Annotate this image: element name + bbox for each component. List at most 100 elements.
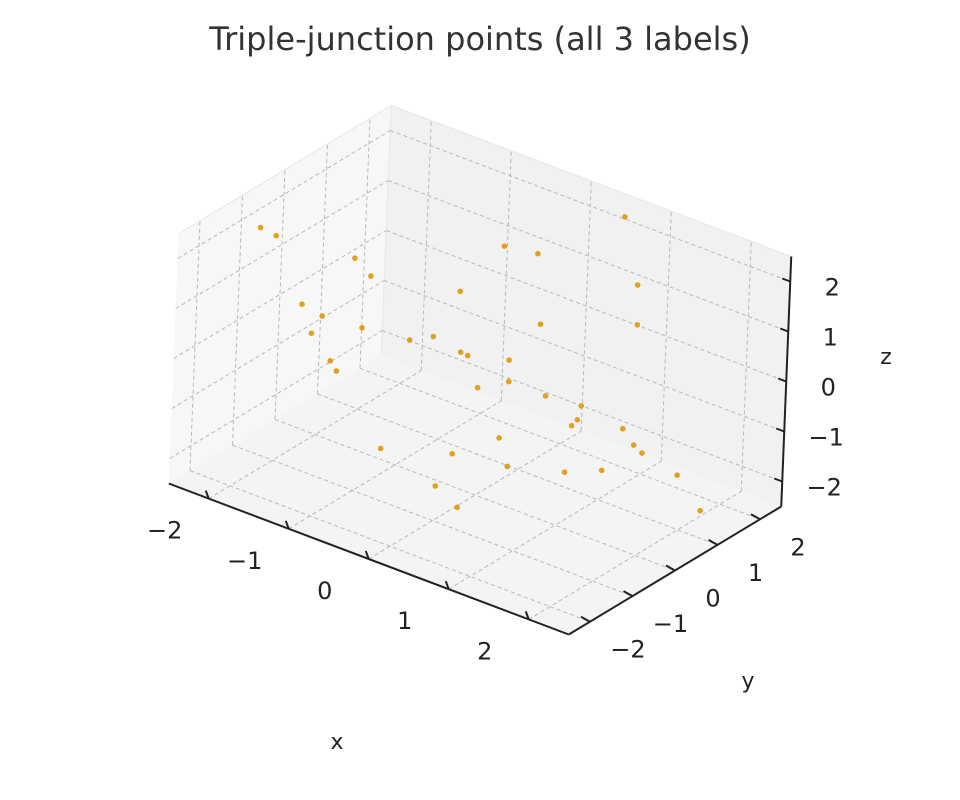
y-tick-label: −2 — [610, 636, 645, 664]
z-tick-label: −2 — [807, 474, 842, 502]
grid-line-z-left — [173, 230, 387, 359]
x-tick-mark — [364, 550, 370, 560]
data-point — [449, 451, 456, 457]
data-point — [620, 425, 626, 432]
y-tick-label: −1 — [653, 610, 688, 638]
grid-line-z-left — [177, 130, 391, 259]
y-tick-mark — [665, 564, 676, 572]
data-point — [327, 358, 334, 364]
data-point — [634, 322, 641, 328]
y-tick-label: 1 — [748, 559, 763, 587]
data-point — [333, 368, 340, 374]
grid-line-y-floor — [232, 444, 633, 597]
z-axis-label: z — [880, 345, 892, 370]
data-point — [634, 282, 641, 288]
grid-line-x-floor — [528, 490, 742, 620]
y-tick-label: 0 — [705, 585, 720, 613]
y-tick-mark — [580, 615, 591, 623]
data-point — [359, 325, 365, 331]
grid-line-y-floor — [317, 393, 718, 546]
data-point — [464, 352, 471, 359]
data-point — [506, 378, 512, 385]
z-tick-mark — [781, 277, 791, 283]
data-point — [319, 313, 326, 319]
data-point — [474, 384, 481, 391]
x-axis-label: x — [330, 730, 343, 755]
data-point — [406, 337, 413, 343]
data-point — [457, 288, 464, 295]
data-point — [454, 504, 460, 511]
grid-line-z-left — [171, 280, 385, 409]
grid-line-y-floor — [189, 470, 591, 623]
x-tick-label: 1 — [397, 607, 412, 635]
data-point — [561, 469, 568, 476]
grid-line-z-back — [390, 130, 791, 282]
pane-edge — [178, 105, 392, 234]
y-axis-label: y — [741, 669, 754, 694]
z-tick-mark — [773, 477, 783, 483]
pane-yz — [168, 105, 392, 484]
grid-line-x-floor — [368, 430, 582, 560]
grid-line-z-back — [388, 180, 789, 332]
grid-line-z-back — [384, 280, 785, 432]
grid-line-x-floor — [448, 460, 662, 590]
data-point — [377, 445, 384, 452]
data-point — [273, 232, 280, 239]
x-tick-mark — [524, 611, 530, 620]
grid-line-x-floor — [288, 400, 502, 530]
data-point — [542, 393, 549, 399]
data-point — [674, 472, 680, 479]
grid-line-z-back — [386, 230, 787, 382]
data-point — [496, 435, 502, 441]
data-point — [630, 442, 637, 448]
x-tick-label: −1 — [227, 547, 262, 575]
grid-line-y-floor — [274, 419, 676, 571]
z-tick-label: 1 — [823, 324, 838, 352]
data-point — [430, 333, 437, 340]
data-point — [299, 301, 305, 308]
data-point — [574, 417, 581, 423]
data-point — [697, 507, 703, 514]
chart-title: Triple-junction points (all 3 labels) — [208, 20, 750, 58]
x-tick-mark — [284, 520, 290, 530]
data-point — [504, 463, 511, 470]
axis-lines — [168, 256, 793, 636]
grid-line-y-floor — [359, 367, 761, 520]
data-point — [578, 403, 584, 409]
y-tick-mark — [708, 539, 718, 546]
data-point — [598, 467, 605, 474]
data-point — [537, 321, 544, 328]
data-point — [622, 214, 628, 220]
data-point — [257, 224, 264, 231]
x-tick-mark — [444, 580, 450, 590]
x-tick-mark — [204, 490, 210, 499]
x-tick-label: 0 — [317, 577, 332, 605]
y-tick-label: 2 — [790, 533, 805, 561]
x-tick-label: −2 — [147, 517, 182, 545]
data-point — [506, 357, 512, 363]
data-points — [257, 214, 703, 514]
y-tick-mark — [750, 513, 761, 521]
grid-line-z-left — [175, 180, 389, 309]
data-point — [432, 483, 439, 489]
z-tick-mark — [779, 327, 789, 333]
z-tick-mark — [777, 377, 787, 383]
z-tick-mark — [775, 427, 785, 433]
data-point — [457, 349, 464, 356]
z-tick-label: −1 — [809, 424, 844, 452]
data-point — [639, 450, 645, 456]
grid-line-x-floor — [208, 370, 422, 500]
z-tick-label: 2 — [825, 274, 840, 302]
grid-line-z-left — [169, 330, 383, 459]
y-tick-mark — [623, 590, 633, 597]
data-point — [308, 330, 315, 337]
data-point — [352, 255, 358, 261]
grid-lines — [169, 118, 791, 623]
z-tick-label: 0 — [821, 374, 836, 402]
x-tick-label: 2 — [477, 637, 492, 665]
data-point — [368, 273, 374, 279]
data-point — [501, 243, 508, 249]
pane-edge — [391, 105, 792, 257]
